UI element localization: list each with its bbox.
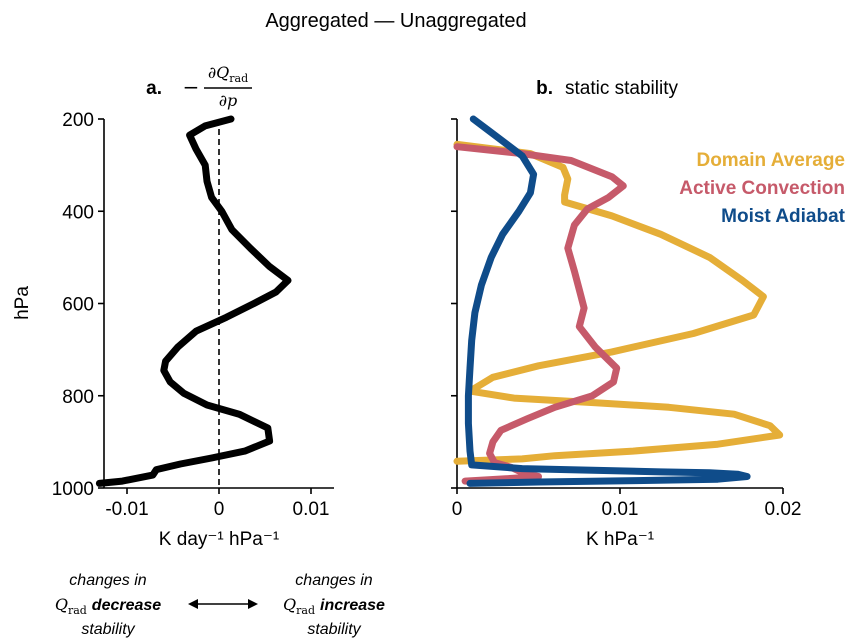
- panel-a-xtick-label: 0: [214, 499, 225, 520]
- annotation-right-qsub: rad: [296, 604, 315, 617]
- panel-a-ytick-label: 400: [62, 202, 94, 223]
- panel-a-series-profile: [95, 115, 292, 487]
- annotation-right-line1: changes in: [295, 572, 372, 589]
- panel-a-ytick-label: 800: [62, 387, 94, 408]
- panel-b-xlabel: K hPa⁻¹: [586, 529, 654, 550]
- legend-entry-domain-average: Domain Average: [696, 150, 845, 171]
- panel-b-legend: Domain Average Active Convection Moist Adi…: [679, 150, 845, 227]
- panel-a-title-num-sub: rad: [229, 72, 248, 85]
- panel-a-axes: 200 400 600 800 1000 -0.01 0 0.01: [52, 110, 334, 520]
- panel-a-ytick-label: 600: [62, 295, 94, 316]
- panel-a-ytick-label: 200: [62, 110, 94, 131]
- annotation-left-line3: stability: [81, 621, 135, 638]
- panel-a-xtick-label: -0.01: [105, 499, 148, 520]
- panel-a-xlabel: K day⁻¹ hPa⁻¹: [159, 529, 279, 550]
- panel-b-series-moist-adiabat: [464, 115, 751, 487]
- panel-b-series-layer: [453, 115, 784, 487]
- bottom-annotation: changes in Qrad decrease stability change…: [55, 572, 385, 638]
- panel-a-label: a.: [146, 78, 162, 99]
- panel-a-series-layer: [95, 115, 292, 487]
- panel-a-ytick-label: 1000: [52, 479, 94, 500]
- double-arrow-icon: [188, 599, 258, 609]
- figure-suptitle: Aggregated — Unaggregated: [265, 10, 526, 32]
- annotation-right-bold: increase: [320, 597, 385, 614]
- annotation-right-line2: Qrad increase: [283, 595, 385, 617]
- panel-b-title: static stability: [565, 78, 678, 99]
- annotation-right-q: Q: [283, 595, 296, 614]
- panel-b-label: b.: [536, 78, 553, 99]
- panel-b-series-domain-average: [453, 140, 784, 465]
- panel-a: a. − ∂Qrad ∂p hPa 200 400 600 800 1000 -0.01 0…: [12, 63, 334, 550]
- panel-a-title-numerator: ∂Qrad: [208, 63, 248, 85]
- annotation-left-line1: changes in: [69, 572, 146, 589]
- panel-b: b. static stability 0 0.01 0.02 K hPa⁻¹ Do…: [451, 78, 846, 550]
- panel-a-xtick-label: 0.01: [293, 499, 330, 520]
- panel-b-series-active-convection: [453, 143, 627, 485]
- annotation-left-bold: decrease: [92, 597, 161, 614]
- annotation-right-line3: stability: [307, 621, 361, 638]
- panel-a-title-num-main: ∂Q: [208, 63, 229, 82]
- legend-entry-moist-adiabat: Moist Adiabat: [721, 206, 846, 227]
- panel-b-xtick-label: 0: [452, 499, 463, 520]
- legend-entry-active-convection: Active Convection: [679, 178, 845, 199]
- panel-b-xtick-label: 0.01: [602, 499, 639, 520]
- panel-a-title-denominator: ∂p: [219, 91, 238, 110]
- annotation-left-q: Q: [55, 595, 68, 614]
- panel-b-xtick-label: 0.02: [765, 499, 802, 520]
- panel-a-ylabel: hPa: [12, 286, 33, 320]
- panel-b-axes: 0 0.01 0.02: [451, 118, 802, 520]
- annotation-left-qsub: rad: [68, 604, 87, 617]
- panel-a-title-minus: −: [183, 75, 200, 99]
- annotation-left-line2: Qrad decrease: [55, 595, 161, 617]
